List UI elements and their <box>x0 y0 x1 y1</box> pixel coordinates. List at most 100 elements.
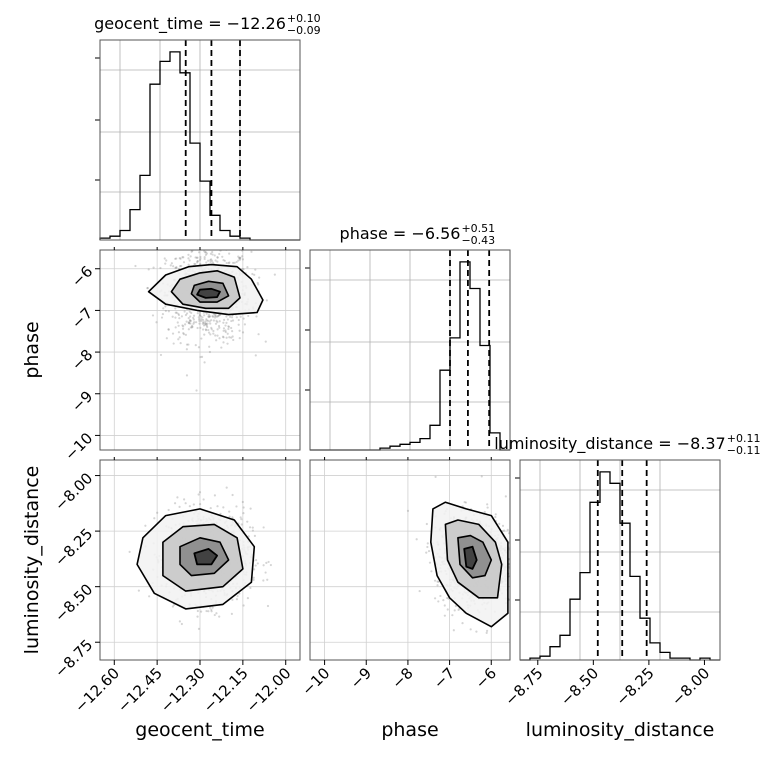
sample-point <box>183 240 185 242</box>
sample-point <box>174 326 177 329</box>
sample-point <box>205 324 208 327</box>
sample-point <box>501 524 505 527</box>
density-body <box>134 240 276 392</box>
sample-point <box>235 316 238 319</box>
sample-point <box>195 321 198 324</box>
sample-point <box>206 325 209 329</box>
sample-point <box>204 251 207 254</box>
sample-point <box>187 257 190 260</box>
sample-point <box>188 505 191 508</box>
contour-level-4 <box>196 287 221 299</box>
sample-point <box>177 312 180 315</box>
sample-point <box>219 512 222 516</box>
sample-point <box>443 604 446 607</box>
sample-point <box>188 259 191 262</box>
sample-point <box>252 576 255 579</box>
sample-point <box>161 312 165 316</box>
sample-point <box>225 315 228 318</box>
sample-point <box>210 319 213 322</box>
sample-point <box>180 622 183 626</box>
sample-point <box>174 266 177 270</box>
sample-point <box>216 505 219 508</box>
sample-point <box>187 316 190 320</box>
sample-point <box>187 321 190 325</box>
sample-point <box>238 329 241 332</box>
sample-point <box>203 361 206 364</box>
sample-point <box>227 327 230 331</box>
sample-point <box>256 562 259 565</box>
sample-point <box>228 252 231 255</box>
sample-point <box>225 241 227 243</box>
sample-point <box>164 262 167 265</box>
sample-point <box>223 318 226 321</box>
sample-point <box>461 621 464 625</box>
sample-point <box>188 310 191 313</box>
sample-point <box>210 610 213 613</box>
sample-point <box>202 322 205 325</box>
sample-point <box>242 604 245 607</box>
sample-point <box>210 258 213 261</box>
sample-point <box>211 250 214 254</box>
sample-point <box>176 496 179 499</box>
sample-point <box>240 523 243 526</box>
sample-point <box>200 244 202 246</box>
sample-point <box>237 323 240 326</box>
x-tick-label: −12.00 <box>243 664 295 716</box>
sample-point <box>225 321 228 325</box>
sample-point <box>196 260 199 263</box>
sample-point <box>242 506 245 509</box>
sample-point <box>269 563 272 567</box>
sample-point <box>222 336 225 339</box>
sample-point <box>235 260 238 264</box>
sample-point <box>239 516 242 519</box>
sample-point <box>199 255 202 259</box>
sample-point <box>253 534 257 537</box>
sample-point <box>469 628 472 631</box>
sample-point <box>208 315 211 318</box>
sample-point <box>169 264 172 267</box>
sample-point <box>199 610 203 613</box>
sample-point <box>167 328 170 331</box>
sample-point <box>196 312 199 315</box>
sample-point <box>452 629 455 632</box>
x-tick-label: −10 <box>298 664 333 699</box>
sample-point <box>226 342 229 345</box>
sample-point <box>191 325 194 328</box>
sample-point <box>436 584 439 587</box>
sample-point <box>517 570 519 572</box>
sample-point <box>515 584 517 586</box>
sample-point <box>262 526 265 529</box>
sample-point <box>182 325 185 328</box>
sample-point <box>517 554 519 556</box>
sample-point <box>128 550 131 553</box>
y-tick-label: −10 <box>61 429 96 464</box>
sample-point <box>212 319 216 322</box>
sample-point <box>216 256 219 259</box>
sample-point <box>190 250 193 253</box>
x-axis-label-luminosity_distance: luminosity_distance <box>526 719 715 741</box>
sample-point <box>198 314 201 317</box>
sample-point <box>195 389 198 392</box>
sample-point <box>262 579 265 582</box>
sample-point <box>443 614 446 617</box>
sample-point <box>442 599 445 602</box>
sample-point <box>178 264 182 268</box>
sample-point <box>189 255 192 258</box>
sample-point <box>159 353 163 357</box>
sample-point <box>189 319 192 322</box>
sample-point <box>511 543 513 545</box>
sample-point <box>177 324 180 327</box>
sample-point <box>194 256 197 259</box>
title-upper-error: +0.10 <box>287 12 321 25</box>
sample-point <box>254 268 257 271</box>
sample-point <box>184 313 188 317</box>
density-body <box>406 475 519 634</box>
sample-point <box>199 355 202 359</box>
sample-point <box>205 261 208 264</box>
sample-point <box>201 322 204 325</box>
sample-point <box>211 261 214 264</box>
sample-point <box>164 305 167 308</box>
x-tick-label: −12.30 <box>157 664 209 716</box>
sample-point <box>212 329 215 333</box>
sample-point <box>175 266 178 269</box>
